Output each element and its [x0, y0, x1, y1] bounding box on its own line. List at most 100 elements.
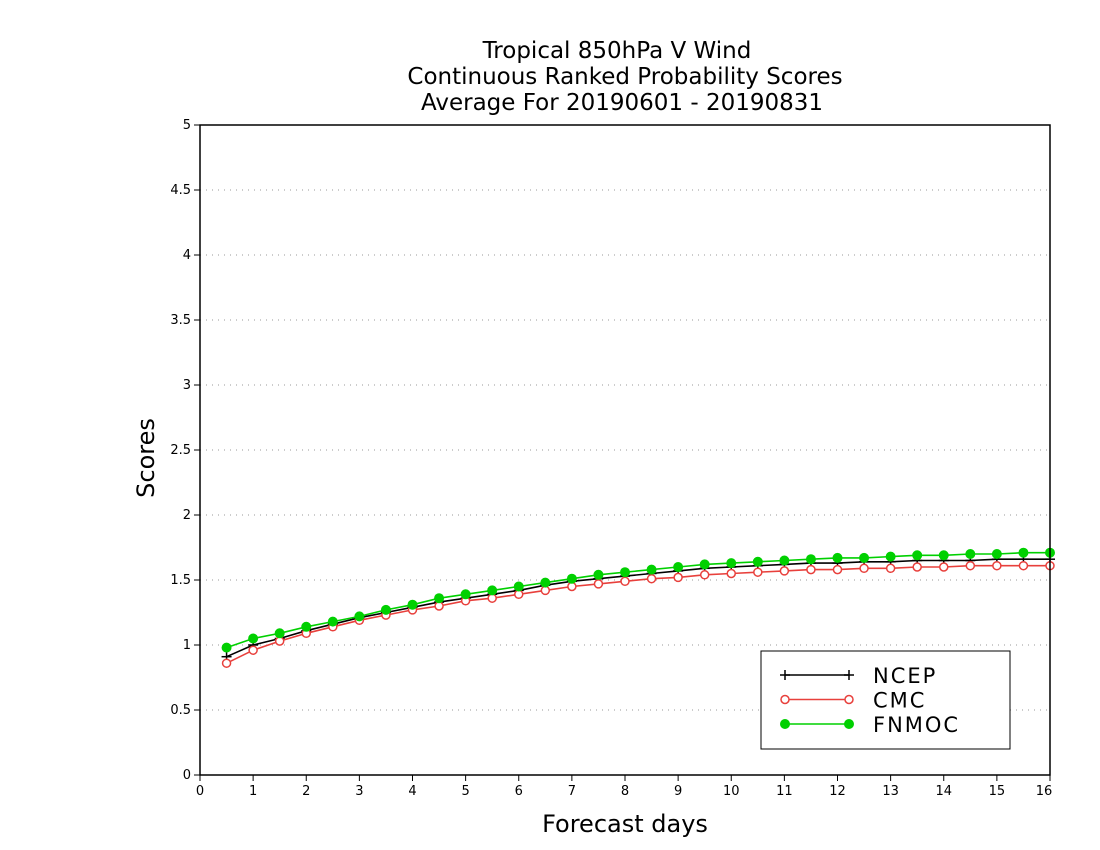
x-tick-label-13: 13 — [882, 784, 899, 799]
legend-label-cmc: CMC — [873, 689, 926, 713]
point-cmc-25 — [885, 563, 896, 574]
x-tick-label-9: 9 — [674, 784, 682, 799]
chart-title-line-1: Tropical 850hPa V Wind — [482, 38, 752, 64]
x-axis-label: Forecast days — [542, 810, 708, 838]
point-fnmoc-18 — [699, 559, 710, 570]
point-fnmoc-5 — [354, 611, 365, 622]
point-fnmoc-19 — [726, 558, 737, 569]
y-axis-label: Scores — [132, 418, 160, 498]
x-tick-label-4: 4 — [408, 784, 416, 799]
legend-marker-end-cmc — [844, 694, 854, 705]
y-tick-label-1: 0.5 — [170, 703, 191, 718]
legend-label-fnmoc: FNMOC — [873, 713, 960, 737]
y-tick-label-5: 2.5 — [170, 443, 191, 458]
point-fnmoc-8 — [434, 593, 445, 604]
y-tick-label-10: 5 — [183, 118, 191, 133]
point-cmc-22 — [806, 564, 816, 575]
x-tick-label-2: 2 — [302, 784, 310, 799]
point-fnmoc-11 — [513, 581, 524, 592]
y-tick-label-9: 4.5 — [170, 183, 191, 198]
point-cmc-0 — [221, 658, 232, 668]
point-fnmoc-24 — [859, 552, 870, 563]
point-fnmoc-15 — [620, 567, 630, 578]
x-tick-label-0: 0 — [196, 784, 204, 799]
point-fnmoc-1 — [248, 633, 259, 644]
y-tick-label-3: 1.5 — [170, 573, 191, 588]
legend-marker-start-ncep — [780, 670, 790, 680]
legend-marker-start-cmc — [780, 694, 790, 705]
y-tick-label-2: 1 — [183, 638, 191, 653]
point-cmc-1 — [248, 645, 258, 655]
point-cmc-17 — [673, 572, 683, 583]
y-tick-label-0: 0 — [183, 768, 191, 783]
series-line-ncep — [226, 558, 1050, 658]
legend-item-fnmoc: FNMOC — [780, 713, 960, 737]
grid-lines — [200, 189, 1050, 711]
point-fnmoc-7 — [407, 599, 418, 610]
point-cmc-20 — [753, 567, 763, 577]
point-fnmoc-9 — [460, 589, 471, 600]
x-tick-label-5: 5 — [461, 784, 469, 799]
point-fnmoc-20 — [752, 556, 763, 567]
x-tick-label-7: 7 — [568, 784, 576, 799]
point-fnmoc-4 — [327, 616, 338, 627]
legend-item-cmc: CMC — [780, 689, 926, 713]
axis-ticks: 00.511.522.533.544.550 1 2 3 4 5 6 7 8 9 10 11 12 13 1… — [170, 118, 1052, 799]
y-tick-label-4: 2 — [183, 508, 191, 523]
legend-label-ncep: NCEP — [873, 664, 937, 688]
legend-marker-end-fnmoc — [844, 719, 854, 729]
plot-frame — [199, 124, 1051, 776]
point-fnmoc-30 — [1018, 547, 1029, 558]
point-fnmoc-22 — [805, 554, 816, 565]
legend-marker-end-ncep — [844, 670, 854, 680]
point-cmc-19 — [726, 568, 736, 579]
point-fnmoc-29 — [991, 549, 1002, 559]
legend-marker-start-fnmoc — [780, 719, 790, 729]
point-fnmoc-3 — [301, 621, 312, 632]
chart-title-line-3: Average For 20190601 - 20190831 — [421, 90, 823, 116]
point-fnmoc-13 — [566, 573, 577, 584]
x-tick-label-6: 6 — [515, 784, 523, 799]
point-cmc-12 — [540, 585, 551, 596]
x-tick-label-1: 1 — [249, 784, 257, 799]
x-tick-label-11: 11 — [776, 784, 793, 799]
point-cmc-24 — [859, 563, 869, 574]
point-fnmoc-23 — [832, 552, 843, 563]
series-layer — [221, 547, 1055, 668]
point-fnmoc-17 — [673, 562, 684, 572]
point-fnmoc-0 — [221, 642, 232, 653]
point-fnmoc-14 — [593, 569, 604, 580]
x-tick-label-10: 10 — [723, 784, 740, 799]
y-tick-label-6: 3 — [183, 378, 191, 393]
point-fnmoc-27 — [938, 550, 949, 561]
x-tick-label-15: 15 — [989, 784, 1006, 799]
point-fnmoc-2 — [274, 628, 285, 639]
legend-item-ncep: NCEP — [780, 664, 937, 688]
point-fnmoc-12 — [540, 577, 551, 588]
point-cmc-26 — [912, 562, 922, 572]
point-cmc-15 — [620, 576, 630, 587]
x-tick-label-3: 3 — [355, 784, 363, 799]
point-fnmoc-10 — [487, 585, 498, 596]
point-fnmoc-16 — [646, 564, 657, 575]
point-cmc-21 — [779, 566, 790, 576]
point-cmc-27 — [939, 562, 949, 572]
chart-title: Tropical 850hPa V Wind Continuous Ranked… — [407, 38, 842, 116]
y-tick-label-8: 4 — [183, 248, 191, 263]
point-fnmoc-6 — [380, 604, 391, 615]
point-fnmoc-21 — [779, 555, 790, 566]
point-cmc-28 — [965, 560, 976, 571]
point-cmc-18 — [699, 570, 710, 580]
chart-title-line-2: Continuous Ranked Probability Scores — [407, 64, 842, 90]
point-cmc-23 — [832, 564, 843, 575]
point-cmc-16 — [646, 573, 657, 584]
point-fnmoc-25 — [885, 551, 896, 562]
point-fnmoc-28 — [965, 549, 976, 559]
point-cmc-30 — [1018, 560, 1029, 571]
point-fnmoc-26 — [912, 550, 923, 561]
x-tick-label-8: 8 — [621, 784, 629, 799]
point-cmc-29 — [992, 560, 1002, 571]
point-cmc-14 — [593, 579, 604, 589]
